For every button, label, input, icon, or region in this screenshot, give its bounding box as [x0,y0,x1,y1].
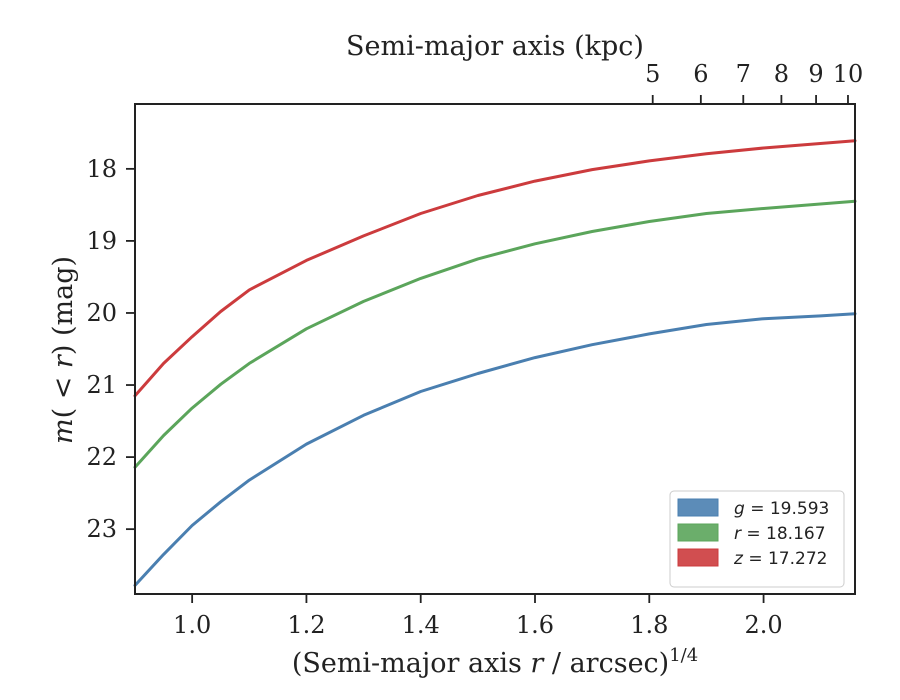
legend-label-g: g = 19.593 [734,499,829,519]
series-line-r [133,199,857,469]
top-x-tick-label: 8 [774,60,789,88]
x-tick-label: 2.0 [744,611,782,639]
y-tick-label: 23 [86,515,117,543]
legend-swatch-z [677,548,719,567]
top-x-tick-label: 10 [833,60,864,88]
x-tick-label: 1.2 [287,611,325,639]
series-layer [133,139,857,587]
y-tick-label: 21 [86,371,117,399]
legend-swatch-g [677,498,719,517]
legend-label-z: z = 17.272 [733,549,827,569]
legend: g = 19.593 r = 18.167 z = 17.272 [669,490,845,588]
y-tick-label: 20 [86,299,117,327]
y-axis-title: m( < r) (mag) [48,256,79,444]
top-x-tick-label: 7 [736,60,751,88]
y-tick-label: 19 [86,227,117,255]
top-x-tick-label: 9 [808,60,823,88]
y-tick-label: 18 [86,155,117,183]
x-axis-title: (Semi-major axis r / arcsec)1/4 [292,645,698,679]
x-tick-label: 1.4 [402,611,440,639]
plot-frame [134,103,856,595]
legend-swatch-r [677,523,719,542]
x-tick-label: 1.6 [516,611,554,639]
series-line-g [133,312,857,587]
top-x-tick-label: 6 [693,60,708,88]
tick-layer: 1.0 1.2 1.4 1.6 1.8 2.0 18 19 20 21 22 23 5 6 7 8 9 10 [86,60,863,639]
x-tick-label: 1.0 [173,611,211,639]
top-x-tick-label: 5 [645,60,660,88]
y-tick-label: 22 [86,443,117,471]
legend-label-r: r = 18.167 [734,524,826,544]
series-line-z [133,139,857,398]
x-tick-label: 1.8 [630,611,668,639]
top-axis-title: Semi-major axis (kpc) [346,31,644,62]
